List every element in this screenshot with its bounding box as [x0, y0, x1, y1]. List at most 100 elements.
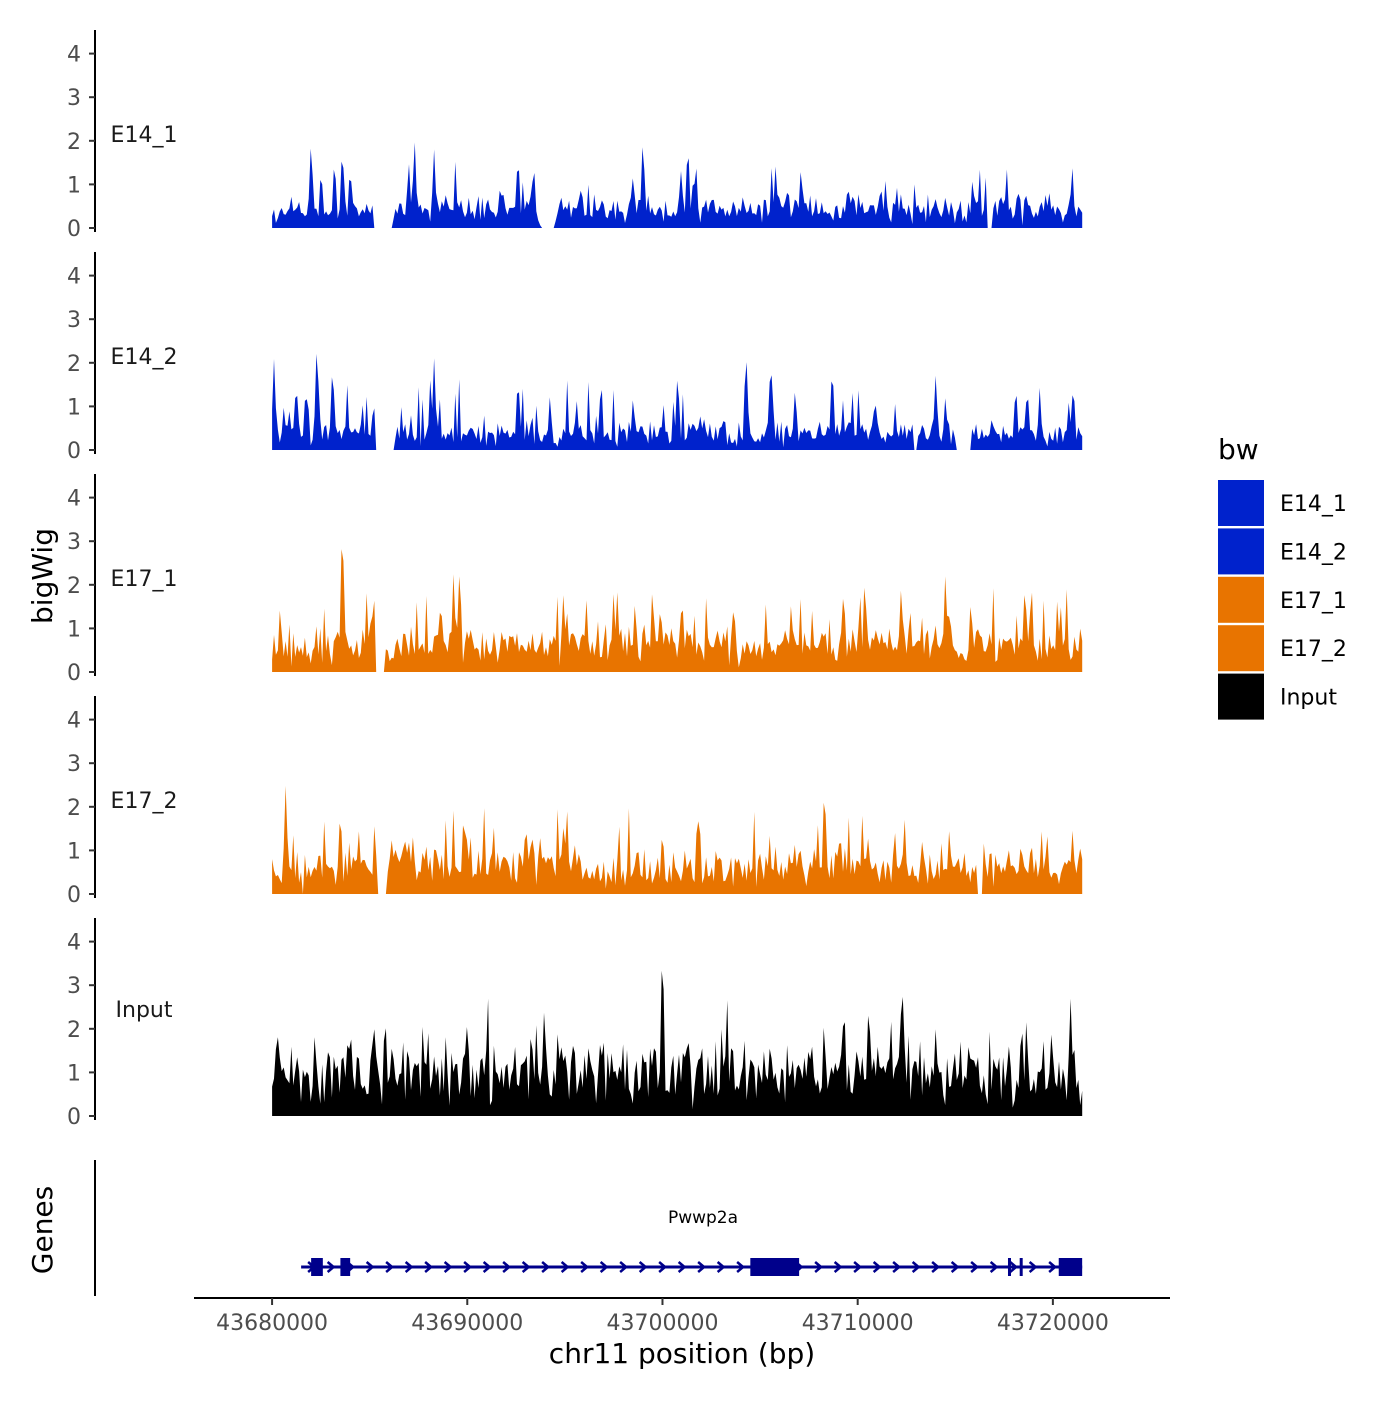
coverage-area-E14_2: [272, 353, 1083, 450]
coverage-area-Input: [272, 970, 1083, 1116]
y-tick-label: 0: [67, 1105, 81, 1130]
track-label: E17_2: [111, 789, 178, 814]
strand-arrow: [541, 1261, 551, 1273]
x-tick-label: 43710000: [802, 1311, 914, 1336]
y-tick-label: 0: [67, 439, 81, 464]
track-E17_2: 0 1 2 3 4 E17_2: [67, 696, 1083, 908]
y-axis-title: bigWig: [26, 528, 59, 624]
y-tick-label: 3: [67, 86, 81, 111]
strand-arrow: [658, 1261, 668, 1273]
track-label: E14_1: [111, 123, 178, 148]
strand-arrow: [911, 1261, 921, 1273]
gene-exon: [311, 1258, 323, 1276]
strand-arrow: [599, 1261, 609, 1273]
y-tick-label: 4: [67, 709, 81, 734]
y-tick-label: 2: [67, 796, 81, 821]
genes-track: Genes Pwwp2a: [26, 1160, 1083, 1296]
legend-label-E17_2: E17_2: [1280, 637, 1347, 662]
strand-arrow: [619, 1261, 629, 1273]
coverage-area-E14_1: [272, 142, 1083, 228]
gene-exon: [750, 1258, 800, 1276]
y-tick-label: 0: [67, 661, 81, 686]
legend: bw E14_1 E14_2 E17_1 E17_2 Input: [1218, 433, 1347, 720]
gene-exon: [1019, 1258, 1023, 1276]
strand-arrow: [424, 1261, 434, 1273]
y-tick-label: 4: [67, 265, 81, 290]
y-tick-label: 3: [67, 308, 81, 333]
x-tick-label: 43720000: [997, 1311, 1109, 1336]
legend-label-E14_1: E14_1: [1280, 492, 1347, 517]
y-tick-label: 2: [67, 574, 81, 599]
track-E14_1: 0 1 2 3 4 E14_1: [67, 30, 1083, 242]
track-Input: 0 1 2 3 4 Input: [67, 918, 1083, 1130]
legend-label-E14_2: E14_2: [1280, 540, 1347, 565]
y-tick-label: 2: [67, 1018, 81, 1043]
strand-arrow: [814, 1261, 824, 1273]
legend-swatch-Input: [1218, 673, 1264, 720]
x-tick-label: 43690000: [411, 1311, 523, 1336]
gene-exon: [1007, 1258, 1011, 1276]
y-tick-label: 4: [67, 43, 81, 68]
x-axis: chr11 position (bp) 43680000 43690000 4370…: [194, 1297, 1170, 1370]
y-tick-label: 1: [67, 1061, 81, 1086]
track-label: E14_2: [111, 345, 178, 370]
x-tick-label: 43700000: [606, 1311, 718, 1336]
strand-arrow: [892, 1261, 902, 1273]
gene-name-label: Pwwp2a: [668, 1208, 738, 1228]
y-tick-label: 2: [67, 352, 81, 377]
strand-arrow: [872, 1261, 882, 1273]
strand-arrow: [521, 1261, 531, 1273]
y-tick-label: 2: [67, 130, 81, 155]
legend-title: bw: [1218, 433, 1259, 466]
strand-arrow: [638, 1261, 648, 1273]
strand-arrow: [970, 1261, 980, 1273]
strand-arrow: [502, 1261, 512, 1273]
strand-arrow: [326, 1261, 336, 1273]
strand-arrow: [463, 1261, 473, 1273]
strand-arrow: [833, 1261, 843, 1273]
strand-arrow: [853, 1261, 863, 1273]
strand-arrow: [443, 1261, 453, 1273]
legend-swatch-E17_2: [1218, 625, 1264, 672]
genes-track-title: Genes: [26, 1186, 59, 1274]
y-tick-label: 3: [67, 974, 81, 999]
strand-arrow: [1009, 1261, 1019, 1273]
strand-arrow: [677, 1261, 687, 1273]
coverage-area-E17_1: [272, 549, 1083, 672]
y-tick-label: 4: [67, 931, 81, 956]
track-label: Input: [116, 998, 173, 1023]
legend-swatch-E14_2: [1218, 528, 1264, 575]
gene-exon: [1058, 1258, 1083, 1276]
y-tick-label: 1: [67, 173, 81, 198]
strand-arrow: [580, 1261, 590, 1273]
x-axis-title: chr11 position (bp): [549, 1337, 815, 1370]
strand-arrow: [385, 1261, 395, 1273]
legend-swatch-E17_1: [1218, 576, 1264, 623]
track-E14_2: 0 1 2 3 4 E14_2: [67, 252, 1083, 464]
x-tick-label: 43680000: [216, 1311, 328, 1336]
y-tick-label: 1: [67, 617, 81, 642]
coverage-area-E17_2: [272, 785, 1083, 894]
y-tick-label: 3: [67, 752, 81, 777]
y-tick-label: 1: [67, 395, 81, 420]
y-tick-label: 0: [67, 217, 81, 242]
legend-label-Input: Input: [1280, 686, 1337, 711]
strand-arrow: [482, 1261, 492, 1273]
strand-arrow: [989, 1261, 999, 1273]
y-tick-label: 4: [67, 487, 81, 512]
strand-arrow: [716, 1261, 726, 1273]
y-tick-label: 0: [67, 883, 81, 908]
legend-label-E17_1: E17_1: [1280, 589, 1347, 614]
track-E17_1: 0 1 2 3 4 E17_1: [67, 474, 1083, 686]
strand-arrow: [697, 1261, 707, 1273]
coverage-tracks: 0 1 2 3 4 E14_1 0 1 2 3 4 E14_2 0 1 2 3 4 E17_1 0 1 2 3 4 E17_2…: [67, 30, 1083, 1130]
y-tick-label: 1: [67, 839, 81, 864]
strand-arrow: [1048, 1261, 1058, 1273]
strand-arrow: [931, 1261, 941, 1273]
strand-arrow: [365, 1261, 375, 1273]
gene-exon: [340, 1258, 351, 1276]
strand-arrow: [736, 1261, 746, 1273]
strand-arrow: [950, 1261, 960, 1273]
